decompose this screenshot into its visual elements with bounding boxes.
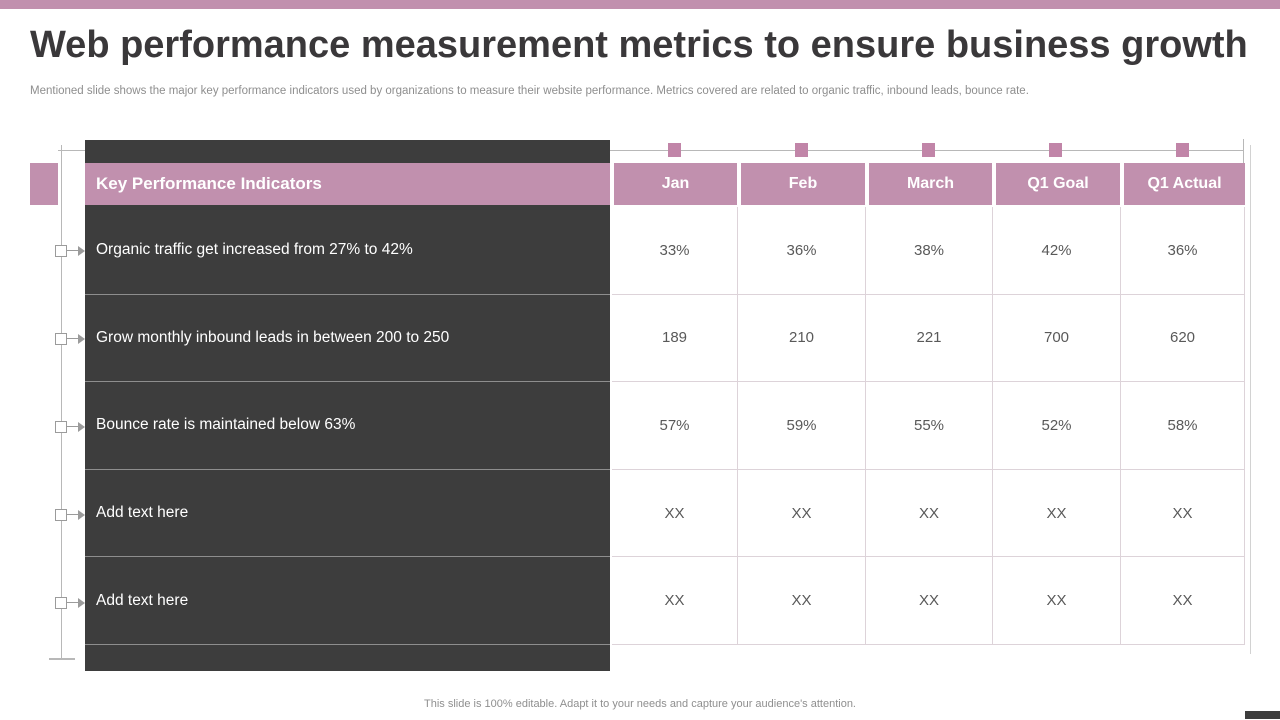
pointer-shaft: [67, 250, 79, 251]
row-label[interactable]: Grow monthly inbound leads in between 20…: [85, 295, 610, 383]
slide-footer-note: This slide is 100% editable. Adapt it to…: [424, 698, 856, 710]
row-pointer-icon: [51, 333, 85, 345]
pointer-shaft: [67, 338, 79, 339]
cell-feb[interactable]: XX: [738, 557, 866, 645]
cell-feb[interactable]: 36%: [738, 207, 866, 295]
row-pointer-icon: [51, 421, 85, 433]
cell-q1-goal[interactable]: 52%: [993, 382, 1121, 470]
cell-jan[interactable]: 189: [612, 294, 738, 383]
bottom-right-accent-bar: [1245, 711, 1280, 719]
top-guide-end-cap: [1243, 139, 1244, 163]
cell-jan[interactable]: 57%: [612, 382, 738, 470]
table-row: Organic traffic get increased from 27% t…: [85, 207, 1245, 295]
header-left-accent: [30, 163, 58, 205]
kpi-column-panel: [85, 140, 610, 671]
pointer-square-icon: [55, 421, 67, 433]
cell-jan[interactable]: XX: [612, 469, 738, 558]
table-row: Add text here XX XX XX XX XX: [85, 469, 1245, 558]
table-row: Bounce rate is maintained below 63% 57% …: [85, 382, 1245, 470]
cell-jan[interactable]: XX: [612, 557, 738, 645]
cell-q1-actual[interactable]: XX: [1121, 557, 1245, 645]
table-row: Grow monthly inbound leads in between 20…: [85, 294, 1245, 383]
left-guide-line: [61, 145, 62, 658]
row-label[interactable]: Bounce rate is maintained below 63%: [85, 382, 610, 470]
pointer-square-icon: [55, 509, 67, 521]
table-row: Add text here XX XX XX XX XX: [85, 557, 1245, 645]
cell-march[interactable]: XX: [866, 469, 993, 558]
left-guide-end-cap: [49, 658, 75, 660]
top-accent-bar: [0, 0, 1280, 9]
cell-jan[interactable]: 33%: [612, 207, 738, 295]
pointer-square-icon: [55, 333, 67, 345]
pointer-arrow-icon: [78, 422, 85, 432]
pointer-shaft: [67, 602, 79, 603]
cell-q1-actual[interactable]: XX: [1121, 469, 1245, 558]
row-label[interactable]: Add text here: [85, 470, 610, 558]
column-handle-march[interactable]: [922, 143, 935, 157]
header-cell-q1-goal[interactable]: Q1 Goal: [996, 163, 1120, 205]
pointer-arrow-icon: [78, 246, 85, 256]
row-pointer-icon: [51, 245, 85, 257]
column-handle-q1actual[interactable]: [1176, 143, 1189, 157]
pointer-square-icon: [55, 245, 67, 257]
row-label[interactable]: Add text here: [85, 557, 610, 645]
row-label[interactable]: Organic traffic get increased from 27% t…: [85, 207, 610, 295]
cell-march[interactable]: 38%: [866, 207, 993, 295]
pointer-square-icon: [55, 597, 67, 609]
row-pointer-icon: [51, 509, 85, 521]
column-handle-jan[interactable]: [668, 143, 681, 157]
cell-feb[interactable]: 59%: [738, 382, 866, 470]
cell-q1-actual[interactable]: 36%: [1121, 207, 1245, 295]
cell-q1-actual[interactable]: 58%: [1121, 382, 1245, 470]
cell-feb[interactable]: 210: [738, 294, 866, 383]
slide-title[interactable]: Web performance measurement metrics to e…: [30, 24, 1248, 66]
pointer-shaft: [67, 426, 79, 427]
cell-q1-goal[interactable]: 700: [993, 294, 1121, 383]
pointer-arrow-icon: [78, 510, 85, 520]
cell-march[interactable]: 55%: [866, 382, 993, 470]
table-body: Organic traffic get increased from 27% t…: [85, 207, 1245, 645]
column-handle-feb[interactable]: [795, 143, 808, 157]
cell-q1-actual[interactable]: 620: [1121, 294, 1245, 383]
cell-q1-goal[interactable]: XX: [993, 469, 1121, 558]
header-cell-q1-actual[interactable]: Q1 Actual: [1124, 163, 1245, 205]
header-cell-march[interactable]: March: [869, 163, 992, 205]
row-pointer-icon: [51, 597, 85, 609]
right-guide-line: [1250, 145, 1251, 654]
cell-q1-goal[interactable]: XX: [993, 557, 1121, 645]
top-guide-line: [58, 150, 1243, 151]
cell-march[interactable]: 221: [866, 294, 993, 383]
cell-q1-goal[interactable]: 42%: [993, 207, 1121, 295]
pointer-arrow-icon: [78, 598, 85, 608]
header-cell-jan[interactable]: Jan: [614, 163, 737, 205]
header-cell-feb[interactable]: Feb: [741, 163, 865, 205]
table-header-row: Key Performance Indicators Jan Feb March…: [85, 163, 1245, 205]
cell-march[interactable]: XX: [866, 557, 993, 645]
cell-feb[interactable]: XX: [738, 469, 866, 558]
slide-subtitle[interactable]: Mentioned slide shows the major key perf…: [30, 85, 1029, 97]
pointer-arrow-icon: [78, 334, 85, 344]
column-handle-q1goal[interactable]: [1049, 143, 1062, 157]
header-cell-kpi[interactable]: Key Performance Indicators: [85, 163, 610, 205]
pointer-shaft: [67, 514, 79, 515]
